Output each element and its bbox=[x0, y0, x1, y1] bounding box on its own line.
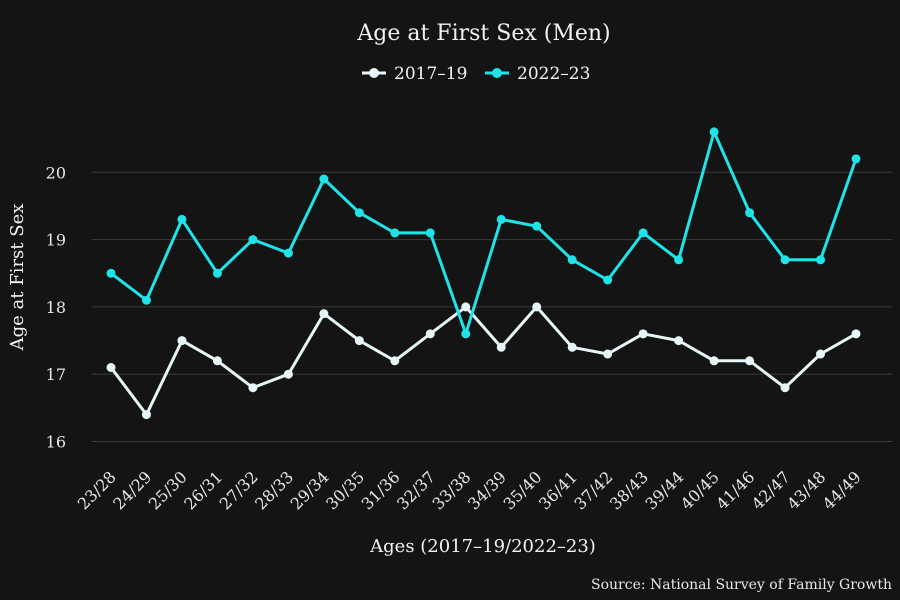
data-point bbox=[674, 255, 684, 265]
data-point bbox=[603, 275, 613, 285]
data-point bbox=[496, 214, 506, 224]
data-point bbox=[816, 349, 826, 359]
x-tick-label: 35/40 bbox=[500, 467, 546, 513]
y-tick-label: 20 bbox=[46, 163, 66, 182]
data-point bbox=[851, 154, 861, 164]
x-tick-label: 28/33 bbox=[251, 467, 297, 513]
x-tick-label: 39/44 bbox=[641, 467, 687, 513]
data-point bbox=[354, 336, 364, 346]
data-point bbox=[248, 383, 258, 393]
x-tick-label: 24/29 bbox=[109, 467, 155, 513]
x-tick-label: 25/30 bbox=[145, 467, 191, 513]
legend-swatch-marker bbox=[492, 68, 502, 78]
x-tick-label: 29/34 bbox=[287, 467, 333, 513]
data-point bbox=[177, 336, 187, 346]
data-point bbox=[745, 356, 755, 366]
data-point bbox=[461, 329, 471, 339]
data-point bbox=[425, 228, 435, 238]
data-point bbox=[283, 248, 293, 258]
x-tick-label: 41/46 bbox=[712, 467, 758, 513]
data-point bbox=[851, 329, 861, 339]
data-point bbox=[638, 228, 648, 238]
data-point bbox=[177, 214, 187, 224]
data-point bbox=[638, 329, 648, 339]
x-tick-label: 43/48 bbox=[783, 467, 829, 513]
data-point bbox=[461, 302, 471, 312]
data-point bbox=[390, 228, 400, 238]
data-point bbox=[106, 268, 116, 278]
data-point bbox=[567, 255, 577, 265]
x-tick-label: 42/47 bbox=[748, 467, 794, 513]
chart-title: Age at First Sex (Men) bbox=[356, 21, 610, 46]
legend-item-2022-23: 2022–23 bbox=[485, 64, 590, 84]
y-axis-ticks: 16 17 18 19 20 bbox=[46, 163, 66, 451]
x-tick-label: 30/35 bbox=[322, 467, 368, 513]
data-point bbox=[248, 235, 258, 245]
data-point bbox=[496, 342, 506, 352]
gridlines bbox=[92, 171, 892, 443]
data-point bbox=[283, 369, 293, 379]
data-point bbox=[425, 329, 435, 339]
source-note: Source: National Survey of Family Growth bbox=[591, 577, 892, 593]
x-tick-label: 44/49 bbox=[819, 467, 865, 513]
x-tick-label: 23/28 bbox=[74, 467, 120, 513]
data-point bbox=[212, 268, 222, 278]
x-tick-label: 36/41 bbox=[535, 467, 581, 513]
y-tick-label: 17 bbox=[46, 365, 66, 384]
data-point bbox=[674, 336, 684, 346]
data-point bbox=[319, 174, 329, 184]
legend-item-2017-19: 2017–19 bbox=[362, 64, 467, 84]
y-tick-label: 19 bbox=[46, 231, 66, 250]
x-tick-label: 33/38 bbox=[429, 467, 475, 513]
x-tick-label: 31/36 bbox=[358, 467, 404, 513]
data-point bbox=[709, 356, 719, 366]
x-axis-title: Ages (2017–19/2022–23) bbox=[369, 536, 596, 557]
data-point bbox=[354, 208, 364, 218]
y-tick-label: 18 bbox=[46, 298, 66, 317]
legend-swatch-marker bbox=[369, 68, 379, 78]
x-tick-label: 40/45 bbox=[677, 467, 723, 513]
data-point bbox=[780, 383, 790, 393]
series-line bbox=[110, 130, 858, 336]
data-point bbox=[532, 302, 542, 312]
y-axis-title: Age at First Sex bbox=[7, 204, 28, 352]
data-point bbox=[319, 309, 329, 319]
data-point bbox=[816, 255, 826, 265]
x-tick-label: 37/42 bbox=[570, 467, 616, 513]
x-tick-label: 26/31 bbox=[180, 467, 226, 513]
data-point bbox=[709, 127, 719, 137]
series-0 bbox=[106, 302, 861, 420]
legend-label: 2022–23 bbox=[517, 64, 590, 84]
data-point bbox=[532, 221, 542, 231]
data-point bbox=[106, 363, 116, 372]
x-tick-label: 34/39 bbox=[464, 467, 510, 513]
data-point bbox=[603, 349, 613, 359]
x-tick-label: 32/37 bbox=[393, 467, 439, 513]
legend: 2017–19 2022–23 bbox=[362, 64, 590, 84]
legend-label: 2017–19 bbox=[394, 64, 467, 84]
y-tick-label: 16 bbox=[46, 433, 66, 452]
series-1 bbox=[106, 127, 861, 339]
data-point bbox=[567, 342, 577, 352]
data-point bbox=[780, 255, 790, 265]
x-tick-label: 27/32 bbox=[216, 467, 262, 513]
series-layer bbox=[106, 127, 861, 420]
data-point bbox=[141, 295, 151, 305]
data-point bbox=[212, 356, 222, 366]
data-point bbox=[390, 356, 400, 366]
x-tick-label: 38/43 bbox=[606, 467, 652, 513]
data-point bbox=[745, 208, 755, 218]
data-point bbox=[141, 410, 151, 420]
series-line bbox=[109, 305, 857, 417]
x-axis-ticks: 23/2824/2925/3026/3127/3228/3329/3430/35… bbox=[74, 467, 865, 513]
